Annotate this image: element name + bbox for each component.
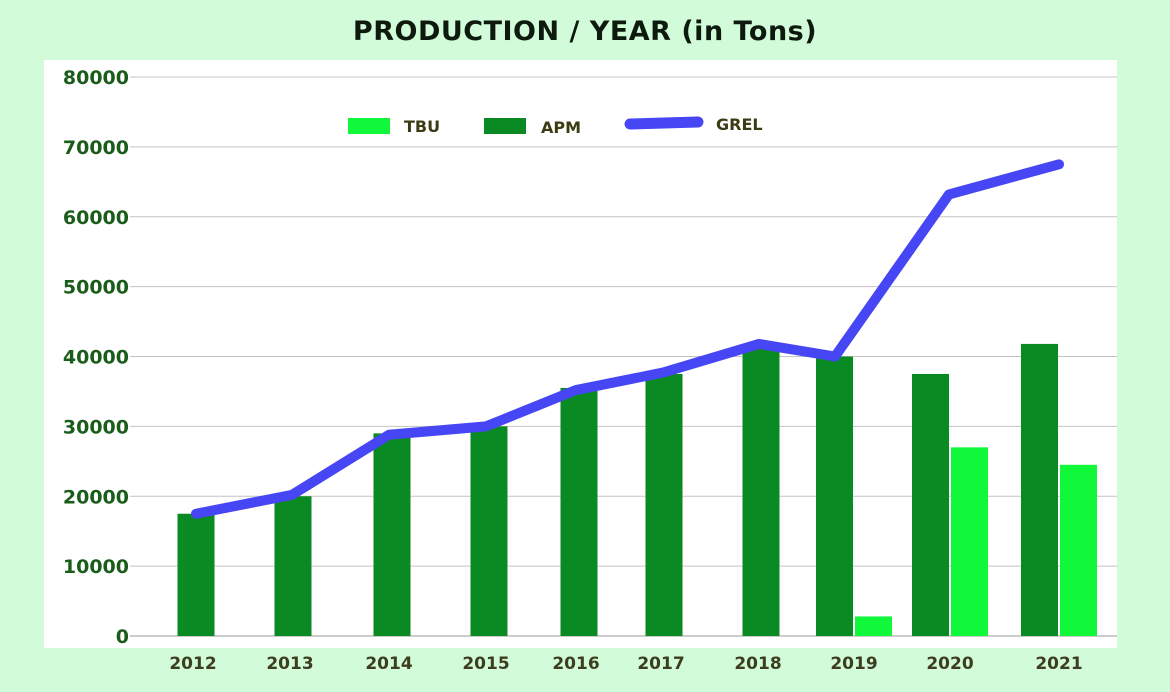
chart-title: PRODUCTION / YEAR (in Tons) [352,16,818,47]
bar-apm [560,387,598,636]
x-tick-label: 2016 [552,654,599,674]
x-tick-label: 2020 [926,654,973,674]
y-tick-label: 60000 [63,207,129,229]
y-tick-label: 0 [116,626,129,648]
legend-label-grel: GREL [716,115,763,134]
bar-apm [470,426,508,636]
y-tick-label: 10000 [63,556,129,578]
legend-label-tbu: TBU [404,117,440,136]
y-tick-label: 40000 [63,347,129,369]
bar-tbu [855,616,892,636]
x-tick-label: 2017 [637,654,684,674]
x-tick-label: 2015 [462,654,509,674]
bar-apm [816,356,853,636]
y-tick-label: 50000 [63,277,129,299]
bar-tbu [951,447,988,636]
legend-swatch-tbu [348,118,390,134]
x-tick-label: 2019 [830,654,877,674]
bar-apm [912,373,949,636]
bar-apm [177,513,215,636]
x-tick-label: 2012 [169,654,216,674]
series-line-grel [191,159,1064,519]
x-tick-label: 2014 [365,654,412,674]
legend-swatch-grel [624,116,704,130]
bar-apm [274,496,312,636]
legend-swatch-apm [484,118,526,134]
y-tick-label: 30000 [63,416,129,438]
y-tick-label: 20000 [63,486,129,508]
bar-apm [1021,343,1058,636]
legend-label-apm: APM [541,118,581,137]
x-tick-label: 2018 [734,654,781,674]
bar-apm [742,346,780,636]
y-tick-label: 70000 [63,137,129,159]
bar-apm [373,433,411,636]
bar-apm [645,373,683,636]
x-tick-label: 2021 [1035,654,1082,674]
y-tick-label: 80000 [63,67,129,89]
bar-tbu [1060,464,1097,636]
x-tick-label: 2013 [266,654,313,674]
